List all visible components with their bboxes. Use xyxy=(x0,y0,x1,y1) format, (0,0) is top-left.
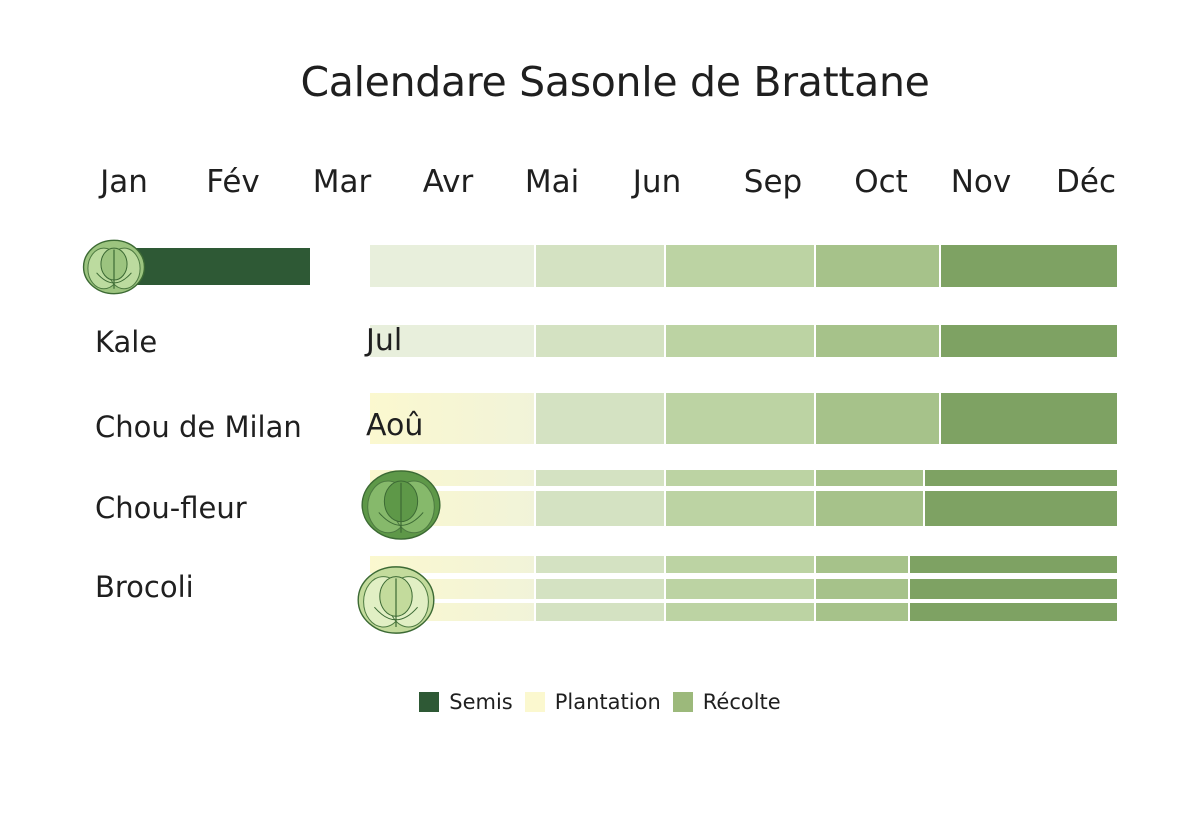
row-label-kale: Kale xyxy=(95,325,158,359)
legend-label-semis: Semis xyxy=(449,690,513,714)
band-row4-strip0-seg4 xyxy=(910,556,1117,573)
month-label-1: Fév xyxy=(206,164,260,200)
band-row1-strip0-seg1 xyxy=(536,325,664,357)
band-row1-strip0-seg3 xyxy=(816,325,939,357)
legend-item-semis: Semis xyxy=(419,690,513,714)
band-row4-strip1-seg4 xyxy=(910,579,1117,599)
cabbage-icon-row0 xyxy=(82,239,146,295)
month-label-6: Sep xyxy=(743,164,803,200)
month-label-0: Jan xyxy=(100,164,148,200)
band-row0-strip0-seg2 xyxy=(666,245,814,287)
legend-swatch-plantation xyxy=(524,692,545,712)
month-label-2: Mar xyxy=(312,164,372,200)
sowing-bar-row0 xyxy=(128,248,310,285)
band-row0-strip0-seg4 xyxy=(941,245,1117,287)
legend-item-recolte: Récolte xyxy=(672,690,781,714)
cabbage-icon-brocoli xyxy=(357,566,435,634)
band-row4-strip1-seg2 xyxy=(666,579,814,599)
month-label-7: Oct xyxy=(854,164,908,200)
month-label-3: Avr xyxy=(422,164,474,200)
legend-label-plantation: Plantation xyxy=(554,690,661,714)
band-row2-strip0-seg2 xyxy=(666,393,814,444)
row-label-chou-de-milan: Chou de Milan xyxy=(95,410,302,444)
band-row3-strip0-seg4 xyxy=(925,470,1117,486)
band-row3-strip1-seg2 xyxy=(666,491,814,526)
band-row4-strip2-seg4 xyxy=(910,603,1117,621)
row-label-brocoli: Brocoli xyxy=(95,570,194,604)
month-label-8: Nov xyxy=(950,164,1012,200)
legend-swatch-recolte xyxy=(672,692,693,712)
band-row4-strip2-seg3 xyxy=(816,603,908,621)
band-row3-strip0-seg1 xyxy=(536,470,664,486)
chart-title: Calendare Sasonle de Brattane xyxy=(300,58,930,106)
band-row4-strip0-seg2 xyxy=(666,556,814,573)
band-row4-strip2-seg2 xyxy=(666,603,814,621)
band-row2-strip0-seg0 xyxy=(370,393,534,444)
band-row4-strip2-seg1 xyxy=(536,603,664,621)
row-label-chou-fleur: Chou-fleur xyxy=(95,491,247,525)
band-row1-strip0-seg0 xyxy=(370,325,534,357)
band-row3-strip1-seg4 xyxy=(925,491,1117,526)
cabbage-icon-chou-fleur xyxy=(361,470,441,540)
month-label-9: Déc xyxy=(1056,164,1116,200)
band-row3-strip0-seg2 xyxy=(666,470,814,486)
legend-swatch-semis xyxy=(419,692,440,712)
band-row4-strip0-seg1 xyxy=(536,556,664,573)
band-row1-strip0-seg4 xyxy=(941,325,1117,357)
month-label-4: Mai xyxy=(524,164,580,200)
inline-month-jul: Jul xyxy=(366,323,403,358)
band-row4-strip1-seg1 xyxy=(536,579,664,599)
band-row3-strip1-seg3 xyxy=(816,491,923,526)
band-row3-strip0-seg3 xyxy=(816,470,923,486)
legend-item-plantation: Plantation xyxy=(524,690,661,714)
band-row0-strip0-seg1 xyxy=(536,245,664,287)
band-row1-strip0-seg2 xyxy=(666,325,814,357)
band-row2-strip0-seg4 xyxy=(941,393,1117,444)
band-row4-strip0-seg3 xyxy=(816,556,908,573)
band-row3-strip1-seg1 xyxy=(536,491,664,526)
inline-month-aou: Aoû xyxy=(366,408,424,443)
band-row0-strip0-seg3 xyxy=(816,245,939,287)
legend: Semis Plantation Récolte xyxy=(0,690,1200,714)
band-row2-strip0-seg3 xyxy=(816,393,939,444)
band-row2-strip0-seg1 xyxy=(536,393,664,444)
band-row0-strip0-seg0 xyxy=(370,245,534,287)
legend-label-recolte: Récolte xyxy=(702,690,781,714)
month-label-5: Jun xyxy=(632,164,682,200)
band-row4-strip1-seg3 xyxy=(816,579,908,599)
